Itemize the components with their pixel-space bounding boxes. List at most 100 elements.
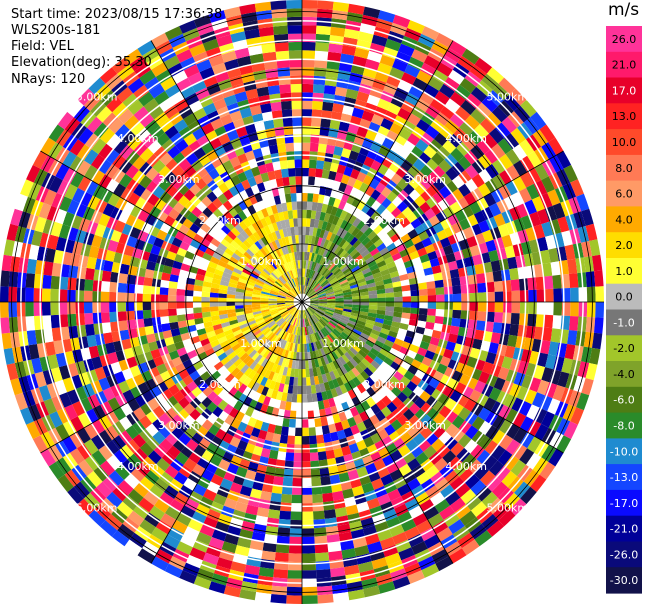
velocity-gate <box>159 191 172 204</box>
velocity-gate <box>139 69 156 85</box>
velocity-gate <box>356 220 366 231</box>
velocity-gate <box>343 302 353 305</box>
velocity-gate <box>425 158 439 172</box>
velocity-gate <box>296 310 300 319</box>
velocity-gate <box>369 347 380 357</box>
velocity-gate <box>589 239 601 257</box>
velocity-gate <box>145 423 159 437</box>
velocity-gate <box>277 295 286 299</box>
velocity-gate <box>408 505 424 519</box>
velocity-gate <box>335 303 344 307</box>
velocity-gate <box>128 328 138 339</box>
velocity-gate <box>274 239 281 249</box>
velocity-gate <box>345 324 355 332</box>
colorbar-tick-label: 26.0 <box>612 33 637 46</box>
velocity-gate <box>230 354 240 364</box>
velocity-gate <box>351 251 361 260</box>
velocity-gate <box>334 172 344 183</box>
velocity-gate <box>318 304 327 308</box>
velocity-gate <box>445 491 461 506</box>
velocity-gate <box>423 445 437 459</box>
velocity-gate <box>331 351 339 361</box>
velocity-gate <box>302 58 315 68</box>
velocity-gate <box>525 325 536 339</box>
velocity-gate <box>219 280 230 287</box>
velocity-gate <box>288 376 295 386</box>
velocity-gate <box>290 75 302 85</box>
velocity-gate <box>111 57 130 74</box>
velocity-gate <box>222 141 234 153</box>
velocity-gate <box>288 291 296 298</box>
velocity-gate <box>47 354 59 370</box>
velocity-gate <box>419 253 430 264</box>
velocity-gate <box>192 463 206 477</box>
velocity-gate <box>260 367 268 377</box>
velocity-gate <box>312 100 323 111</box>
velocity-gate <box>291 109 302 118</box>
velocity-gate <box>67 289 76 302</box>
velocity-gate <box>476 139 492 155</box>
velocity-gate <box>505 180 519 196</box>
velocity-gate <box>274 280 283 288</box>
colorbar-swatch <box>606 361 642 388</box>
velocity-gate <box>302 285 304 294</box>
velocity-gate <box>141 370 153 382</box>
velocity-gate <box>308 269 313 279</box>
velocity-gate <box>378 145 391 157</box>
velocity-gate <box>149 385 162 398</box>
velocity-gate <box>379 54 396 67</box>
velocity-gate <box>534 263 544 278</box>
velocity-gate <box>77 176 92 192</box>
velocity-gate <box>260 227 268 237</box>
velocity-gate <box>309 435 317 445</box>
velocity-gate <box>358 349 368 359</box>
velocity-gate <box>331 254 339 263</box>
velocity-gate <box>409 344 420 354</box>
velocity-gate <box>281 331 287 340</box>
velocity-gate <box>163 485 179 499</box>
velocity-gate <box>134 353 146 366</box>
velocity-gate <box>191 386 203 398</box>
velocity-gate <box>274 425 283 435</box>
velocity-gate <box>245 262 255 270</box>
velocity-gate <box>192 107 207 121</box>
velocity-gate <box>249 324 259 332</box>
velocity-gate <box>557 371 570 388</box>
velocity-gate <box>539 192 553 209</box>
velocity-gate <box>285 302 294 305</box>
velocity-gate <box>519 290 529 302</box>
velocity-gate <box>451 317 461 327</box>
velocity-gate <box>269 293 278 297</box>
velocity-gate <box>369 247 380 257</box>
velocity-gate <box>385 302 395 307</box>
velocity-gate <box>195 178 207 190</box>
velocity-gate <box>516 203 530 218</box>
velocity-gate <box>426 315 436 323</box>
velocity-gate <box>286 296 295 300</box>
velocity-gate <box>292 287 298 296</box>
velocity-gate <box>552 315 562 330</box>
colorbar-tick-label: 10.0 <box>612 136 637 149</box>
velocity-gate <box>359 182 370 193</box>
velocity-gate <box>526 404 540 421</box>
velocity-gate <box>320 329 327 338</box>
velocity-gate <box>476 102 492 119</box>
velocity-gate <box>356 383 367 394</box>
velocity-gate <box>264 281 273 287</box>
velocity-gate <box>60 263 70 278</box>
velocity-gate <box>440 105 456 120</box>
velocity-gate <box>293 142 302 152</box>
velocity-gate <box>183 177 196 190</box>
velocity-gate <box>265 128 276 138</box>
velocity-gate <box>410 295 420 302</box>
velocity-gate <box>411 234 422 245</box>
velocity-gate <box>389 524 405 537</box>
velocity-gate <box>144 325 155 336</box>
velocity-gate <box>172 260 183 270</box>
colorbar-tick-label: -26.0 <box>610 548 638 561</box>
velocity-gate <box>247 45 263 56</box>
velocity-gate <box>334 507 348 518</box>
colorbar: 26.021.017.013.010.08.06.04.02.01.00.0-1… <box>606 26 642 594</box>
velocity-gate <box>314 535 328 545</box>
range-ring-label: 2.00km <box>199 214 241 227</box>
